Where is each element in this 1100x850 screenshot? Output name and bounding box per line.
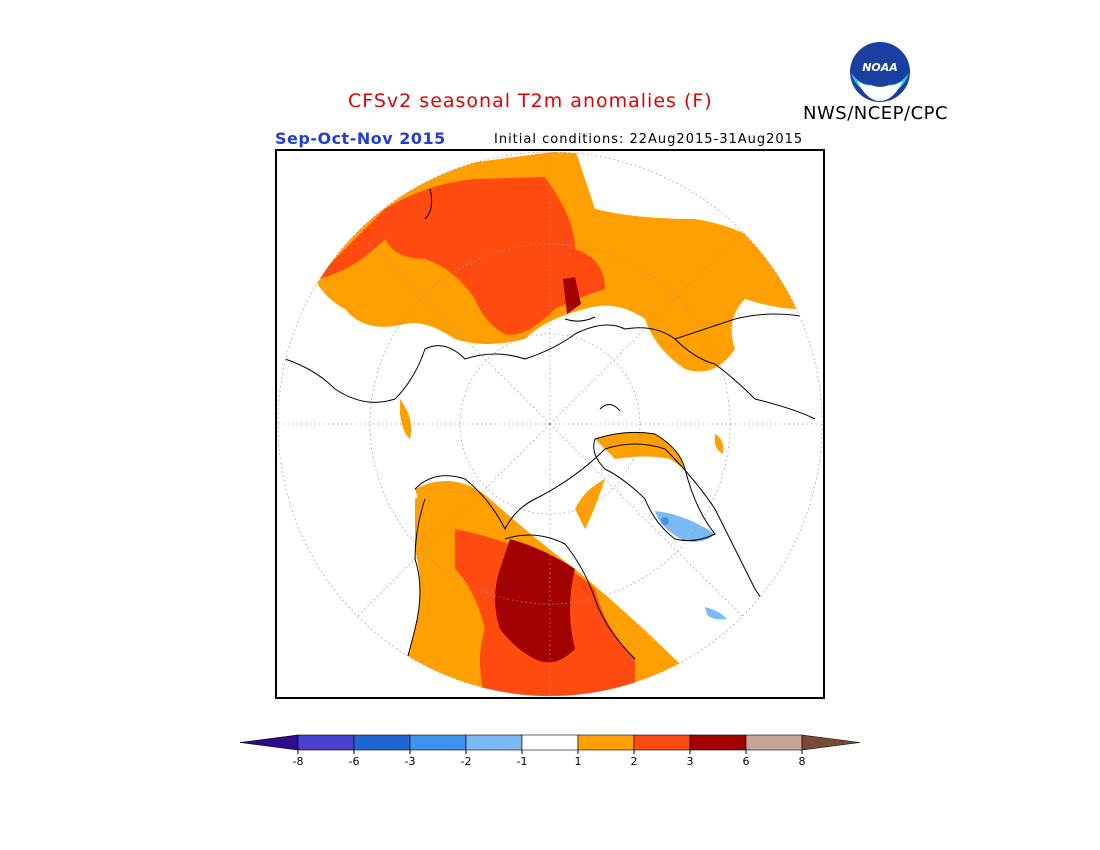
- anomaly-pacific-orange: [714, 434, 724, 454]
- anomaly-atlantic-lightblue: [705, 607, 727, 620]
- colorbar-bin: [409, 734, 467, 751]
- colorbar-label: -3: [405, 755, 416, 768]
- colorbar-label: -8: [293, 755, 304, 768]
- colorbar-label: 8: [799, 755, 806, 768]
- colorbar-bin: [521, 734, 579, 751]
- chart-title: CFSv2 seasonal T2m anomalies (F): [348, 90, 713, 112]
- colorbar-label: 6: [743, 755, 750, 768]
- colorbar-label: 3: [687, 755, 694, 768]
- agency-label: NWS/NCEP/CPC: [803, 103, 949, 124]
- season-label: Sep-Oct-Nov 2015: [275, 129, 446, 148]
- colorbar-label: -1: [517, 755, 528, 768]
- anomaly-eurasia-red: [315, 177, 605, 335]
- anomaly-canada-lightblue: [655, 511, 715, 542]
- noaa-logo-text: NOAA: [862, 61, 898, 74]
- colorbar-bin: [297, 734, 355, 751]
- colorbar-label: 2: [631, 755, 638, 768]
- colorbar-bin: [577, 734, 635, 751]
- initial-conditions-label: Initial conditions: 22Aug2015-31Aug2015: [494, 132, 804, 147]
- colorbar-label: -2: [461, 755, 472, 768]
- colorbar-bin: [239, 734, 299, 751]
- anomaly-canada-blue: [661, 517, 669, 525]
- anomaly-alaska-orange: [595, 432, 685, 469]
- colorbar-bin: [689, 734, 747, 751]
- colorbar-bin: [465, 734, 523, 751]
- anomaly-canada-orange: [575, 479, 605, 529]
- colorbar-label: -6: [349, 755, 360, 768]
- anomaly-scandinavia-orange: [400, 399, 412, 439]
- anomaly-atlantic-darkred: [495, 539, 575, 663]
- colorbar-label: 1: [575, 755, 582, 768]
- polar-map: [275, 149, 825, 699]
- colorbar: -8 -6 -3 -2 -1 1 2 3 6 8: [239, 734, 861, 768]
- anomaly-siberia-darkred: [563, 277, 581, 314]
- colorbar-bin: [353, 734, 411, 751]
- colorbar-bin: [745, 734, 803, 751]
- colorbar-bin: [633, 734, 691, 751]
- noaa-logo: NOAA: [850, 42, 910, 102]
- colorbar-bin: [801, 734, 861, 751]
